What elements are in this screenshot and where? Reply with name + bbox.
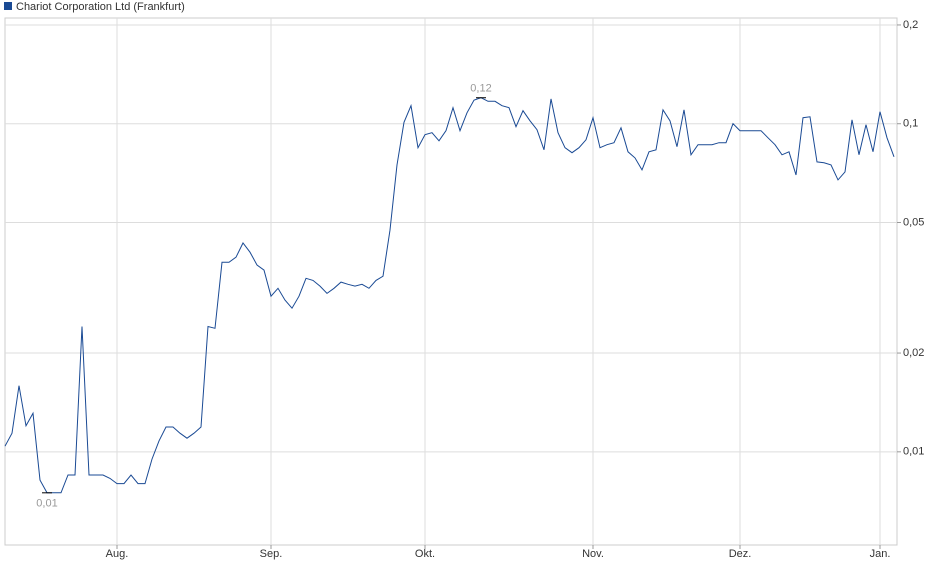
y-tick-label: 0,1 — [903, 118, 918, 130]
y-tick-label: 0,2 — [903, 19, 918, 31]
x-tick-label: Jan. — [870, 548, 891, 560]
price-line — [4, 97, 895, 494]
plot-area — [4, 17, 898, 546]
legend-swatch — [4, 2, 12, 10]
x-tick-label: Okt. — [415, 548, 435, 560]
x-tick-label: Sep. — [260, 548, 283, 560]
annotation-label: 0,01 — [36, 498, 57, 510]
x-tick-label: Aug. — [106, 548, 129, 560]
legend-label: Chariot Corporation Ltd (Frankfurt) — [16, 1, 185, 13]
y-tick-label: 0,01 — [903, 446, 924, 458]
annotation-label: 0,12 — [470, 83, 491, 95]
y-tick-label: 0,05 — [903, 216, 924, 228]
y-tick-label: 0,02 — [903, 347, 924, 359]
x-tick-label: Dez. — [729, 548, 752, 560]
x-tick-label: Nov. — [582, 548, 604, 560]
